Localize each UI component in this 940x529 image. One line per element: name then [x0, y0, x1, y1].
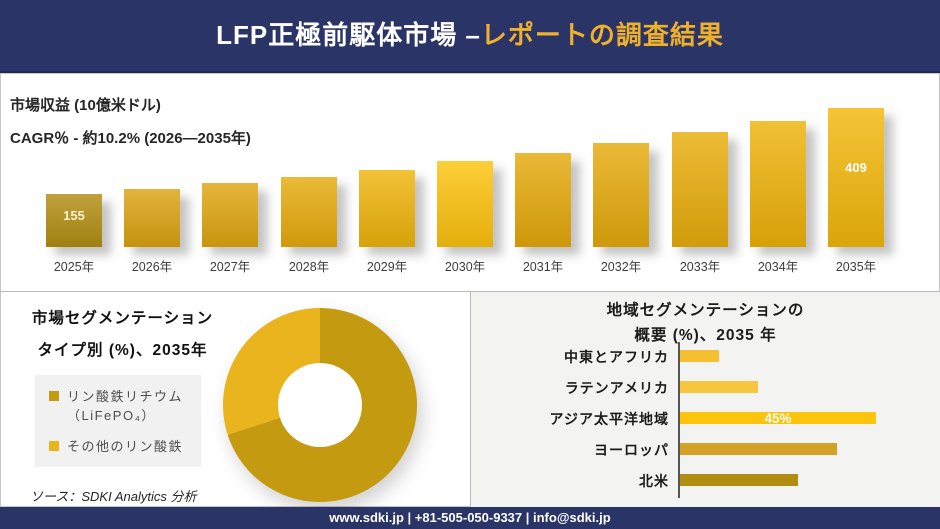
page-title-market: LFP正極前駆体市場 –	[216, 20, 481, 50]
x-axis-year-label: 2035年	[835, 260, 877, 274]
region-chart-axis	[678, 342, 680, 498]
legend-item: リン酸鉄リチウム （LiFePO₄）	[49, 387, 201, 425]
type-donut-chart	[223, 308, 417, 502]
region-row: ラテンアメリカ	[471, 380, 940, 397]
region-label: ラテンアメリカ	[564, 380, 669, 396]
report-header: LFP正極前駆体市場 –レポートの調査結果	[0, 0, 940, 73]
region-label: アジア太平洋地域	[549, 411, 669, 427]
region-row: 北米	[471, 473, 940, 490]
revenue-bar	[593, 143, 649, 247]
revenue-bar-value-label: 409	[845, 160, 867, 175]
footer-bar: www.sdki.jp | +81-505-050-9337 | info@sd…	[0, 507, 940, 529]
legend-label: その他のリン酸鉄	[67, 437, 183, 456]
x-axis-year-label: 2034年	[757, 260, 799, 274]
x-axis-year-label: 2031年	[522, 260, 564, 274]
revenue-bar	[124, 189, 180, 247]
x-axis-year-label: 2032年	[600, 260, 642, 274]
type-chart-legend: リン酸鉄リチウム （LiFePO₄） その他のリン酸鉄	[35, 375, 201, 467]
region-label: ヨーロッパ	[594, 442, 669, 458]
region-bar-value-label: 45%	[764, 410, 792, 426]
region-label: 中東とアフリカ	[564, 349, 669, 365]
x-axis-year-label: 2028年	[288, 260, 330, 274]
region-row: 中東とアフリカ	[471, 349, 940, 366]
section-divider	[0, 291, 940, 292]
type-chart-title: 市場セグメンテーション タイプ別 (%)、2035年	[15, 303, 230, 367]
region-bar	[680, 443, 837, 455]
source-note: ソース：SDKI Analytics 分析	[30, 489, 197, 504]
region-chart-title-line2: 概要 (%)、2035 年	[634, 327, 777, 344]
revenue-bar	[750, 121, 806, 247]
revenue-bar-value-label: 155	[63, 208, 85, 223]
legend-item: その他のリン酸鉄	[49, 437, 201, 456]
legend-label-line1: リン酸鉄リチウム	[67, 389, 184, 404]
region-row: アジア太平洋地域 45%	[471, 410, 940, 428]
x-axis-year-label: 2029年	[366, 260, 408, 274]
revenue-bar	[672, 132, 728, 247]
page-title: LFP正極前駆体市場 –レポートの調査結果	[0, 0, 940, 71]
region-row: ヨーロッパ	[471, 442, 940, 459]
revenue-bar	[359, 170, 415, 247]
region-bar	[680, 381, 758, 393]
region-bar	[680, 350, 719, 362]
revenue-bar	[515, 153, 571, 247]
x-axis-year-label: 2033年	[679, 260, 721, 274]
revenue-bar	[202, 183, 258, 247]
legend-label-line1: その他のリン酸鉄	[67, 439, 184, 454]
legend-label: リン酸鉄リチウム （LiFePO₄）	[67, 387, 183, 425]
x-axis-year-label: 2030年	[444, 260, 486, 274]
type-chart-title-line1: 市場セグメンテーション	[31, 310, 214, 327]
cagr-label: CAGR％ - 約10.2% (2026―2035年)	[10, 130, 251, 147]
revenue-bar: 155	[46, 194, 102, 247]
footer-contact-text: www.sdki.jp | +81-505-050-9337 | info@sd…	[329, 510, 611, 525]
revenue-bar	[437, 161, 493, 247]
region-chart-title: 地域セグメンテーションの 概要 (%)、2035 年	[471, 298, 940, 348]
type-chart-title-line2: タイプ別 (%)、2035年	[37, 342, 208, 359]
x-axis-year-label: 2027年	[209, 260, 251, 274]
region-label: 北米	[639, 473, 669, 489]
revenue-bar: 409	[828, 108, 884, 247]
legend-swatch	[49, 441, 59, 451]
region-chart-title-line1: 地域セグメンテーションの	[606, 302, 805, 319]
page-title-result: レポートの調査結果	[480, 20, 724, 50]
x-axis-year-label: 2026年	[131, 260, 173, 274]
legend-swatch	[49, 391, 59, 401]
region-segmentation-panel: 地域セグメンテーションの 概要 (%)、2035 年 中東とアフリカ ラテンアメリ…	[470, 292, 940, 507]
region-bar: 45%	[680, 410, 876, 426]
revenue-metric-label: 市場収益 (10億米ドル)	[10, 97, 161, 114]
x-axis-year-label: 2025年	[53, 260, 95, 274]
region-bar	[680, 474, 798, 486]
revenue-bar	[281, 177, 337, 247]
legend-label-line2: （LiFePO₄）	[67, 408, 156, 423]
